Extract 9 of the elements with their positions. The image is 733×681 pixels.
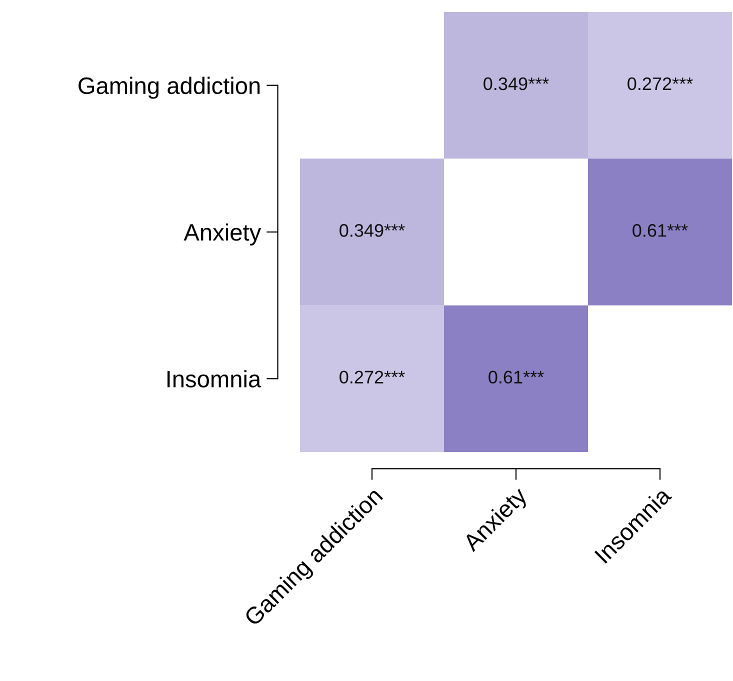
data-label: 0.349*** bbox=[340, 224, 405, 237]
data-label: 0.61*** bbox=[632, 224, 688, 237]
y-tick-label: Anxiety bbox=[184, 223, 262, 246]
data-label: 0.61*** bbox=[488, 370, 544, 384]
data-label: 0.272*** bbox=[340, 370, 405, 384]
data-label: 0.349*** bbox=[484, 77, 549, 90]
data-label: 0.272*** bbox=[628, 77, 693, 90]
y-tick-label: Gaming addiction bbox=[78, 76, 260, 99]
y-tick-label: Insomnia bbox=[167, 370, 262, 388]
